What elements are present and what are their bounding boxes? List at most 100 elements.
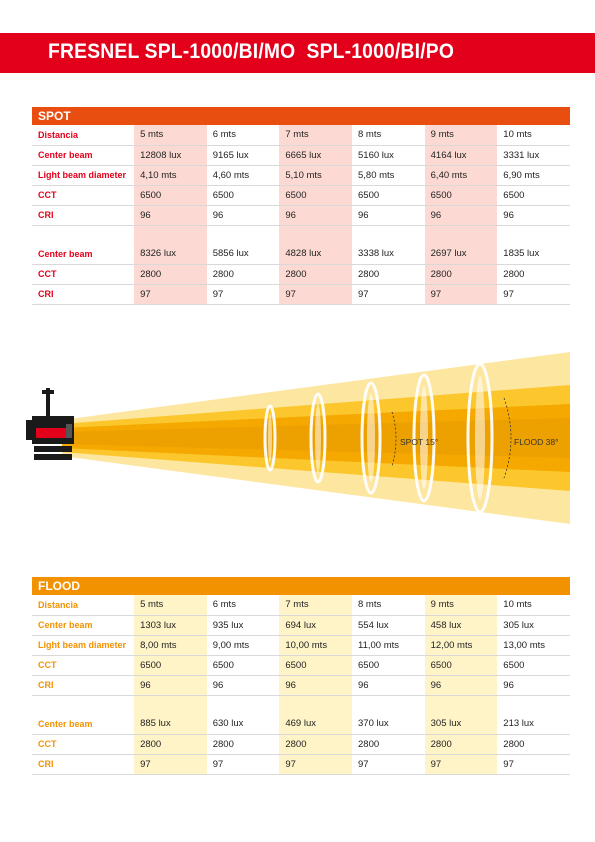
- table-cell: 5 mts: [134, 595, 207, 616]
- table-cell: 2800: [206, 264, 280, 285]
- row-label: CRI: [32, 205, 135, 226]
- table-cell: 885 lux: [134, 714, 207, 735]
- table-cell: 96: [352, 205, 425, 226]
- table-cell: 3331 lux: [497, 145, 570, 166]
- beam-ring-glow: [268, 376, 485, 500]
- table-row: Center beam 12808 lux 9165 lux 6665 lux 5160…: [32, 145, 570, 166]
- table-cell: 97: [206, 284, 280, 305]
- row-label: Center beam: [32, 244, 135, 265]
- table-cell: 96: [424, 675, 498, 696]
- table-cell: 9165 lux: [206, 145, 280, 166]
- table-cell: 6500: [352, 655, 425, 676]
- table-cell: 6500: [134, 185, 207, 206]
- row-label: Center beam: [32, 714, 135, 735]
- table-cell: 97: [279, 284, 352, 305]
- table-cell: 97: [424, 754, 498, 775]
- table-row: Distancia 5 mts 6 mts 7 mts 8 mts 9 mts 10 mts: [32, 595, 570, 616]
- row-label: CRI: [32, 754, 135, 775]
- table-cell: 5,10 mts: [279, 165, 352, 186]
- table-cell: 97: [279, 754, 352, 775]
- flood-section: FLOOD Distancia 5 mts 6 mts 7 mts 8 mts 9 mts…: [32, 577, 570, 775]
- table-cell: 2800: [424, 734, 498, 755]
- table-cell: 2800: [279, 734, 352, 755]
- table-row: Center beam 1303 lux 935 lux 694 lux 554 lux…: [32, 615, 570, 636]
- table-cell: 9 mts: [424, 595, 498, 616]
- table-cell: 8326 lux: [134, 244, 207, 265]
- table-row: CCT 2800 2800 2800 2800 2800 2800: [32, 264, 570, 285]
- table-cell: 97: [206, 754, 280, 775]
- table-cell: 6500: [497, 185, 570, 206]
- table-cell: 458 lux: [424, 615, 498, 636]
- row-label: CCT: [32, 655, 135, 676]
- row-label: Light beam diameter: [32, 165, 135, 186]
- table-cell: 370 lux: [352, 714, 425, 735]
- table-spacer-row: [32, 695, 570, 714]
- beam-ring-5m: [263, 404, 277, 472]
- spot-angle-label: SPOT 15°: [400, 437, 439, 447]
- table-cell: 96: [206, 205, 280, 226]
- table-spacer-cell: [279, 695, 352, 714]
- flood-table: Distancia 5 mts 6 mts 7 mts 8 mts 9 mts 10 mts…: [32, 595, 570, 775]
- beam-ring-6m: [309, 392, 327, 484]
- beam-ring-8m: [412, 373, 436, 503]
- table-cell: 96: [352, 675, 425, 696]
- table-cell: 2800: [497, 264, 570, 285]
- table-row: Light beam diameter 8,00 mts 9,00 mts 10,00…: [32, 635, 570, 656]
- lamp-icon: [26, 388, 74, 460]
- table-cell: 6500: [424, 655, 498, 676]
- title-banner: FRESNEL SPL-1000/BI/MO SPL-1000/BI/PO: [0, 33, 595, 73]
- flood-angle-arc: [503, 397, 512, 479]
- beam-ring-9m: [466, 362, 494, 514]
- table-cell: 9,00 mts: [206, 635, 280, 656]
- table-cell: 4164 lux: [424, 145, 498, 166]
- table-cell: 10 mts: [497, 595, 570, 616]
- table-cell: 6665 lux: [279, 145, 352, 166]
- table-cell: 97: [497, 284, 570, 305]
- table-cell: 10,00 mts: [279, 635, 352, 656]
- table-cell: 2697 lux: [424, 244, 498, 265]
- table-cell: 97: [134, 284, 207, 305]
- table-spacer-cell: [207, 225, 280, 244]
- spot-angle-arc: [391, 411, 397, 467]
- table-cell: 6500: [206, 655, 280, 676]
- table-cell: 1303 lux: [134, 615, 207, 636]
- table-cell: 5856 lux: [206, 244, 280, 265]
- table-cell: 4,60 mts: [206, 165, 280, 186]
- table-cell: 97: [134, 754, 207, 775]
- table-cell: 6500: [424, 185, 498, 206]
- table-cell: 6500: [497, 655, 570, 676]
- table-spacer-cell: [497, 225, 570, 244]
- table-row: CRI 96 96 96 96 96 96: [32, 205, 570, 226]
- flood-section-title: FLOOD: [32, 577, 570, 595]
- table-cell: 2800: [206, 734, 280, 755]
- table-cell: 96: [134, 205, 207, 226]
- table-row: CRI 96 96 96 96 96 96: [32, 675, 570, 696]
- table-cell: 97: [497, 754, 570, 775]
- table-cell: 96: [424, 205, 498, 226]
- beam-diagram: SPOT 15° FLOOD 38°: [26, 352, 570, 524]
- row-label: CCT: [32, 264, 135, 285]
- table-cell: 5160 lux: [352, 145, 425, 166]
- table-cell: 11,00 mts: [352, 635, 425, 656]
- table-cell: 5 mts: [134, 125, 207, 146]
- table-cell: 305 lux: [424, 714, 498, 735]
- table-cell: 7 mts: [279, 595, 352, 616]
- table-spacer-cell: [32, 695, 134, 714]
- table-spacer-cell: [134, 695, 207, 714]
- spot-table: Distancia 5 mts 6 mts 7 mts 8 mts 9 mts 10 mts…: [32, 125, 570, 305]
- table-row: CRI 97 97 97 97 97 97: [32, 754, 570, 775]
- table-row: CCT 6500 6500 6500 6500 6500 6500: [32, 655, 570, 676]
- table-cell: 8 mts: [352, 125, 425, 146]
- table-cell: 469 lux: [279, 714, 352, 735]
- table-cell: 4828 lux: [279, 244, 352, 265]
- table-cell: 2800: [134, 264, 207, 285]
- table-cell: 6,40 mts: [424, 165, 498, 186]
- table-row: Center beam 8326 lux 5856 lux 4828 lux 3338 …: [32, 244, 570, 265]
- table-cell: 305 lux: [497, 615, 570, 636]
- spot-section-title: SPOT: [32, 107, 570, 125]
- table-cell: 6500: [279, 655, 352, 676]
- table-cell: 6 mts: [206, 595, 280, 616]
- table-cell: 2800: [134, 734, 207, 755]
- table-row: CCT 2800 2800 2800 2800 2800 2800: [32, 734, 570, 755]
- table-cell: 2800: [279, 264, 352, 285]
